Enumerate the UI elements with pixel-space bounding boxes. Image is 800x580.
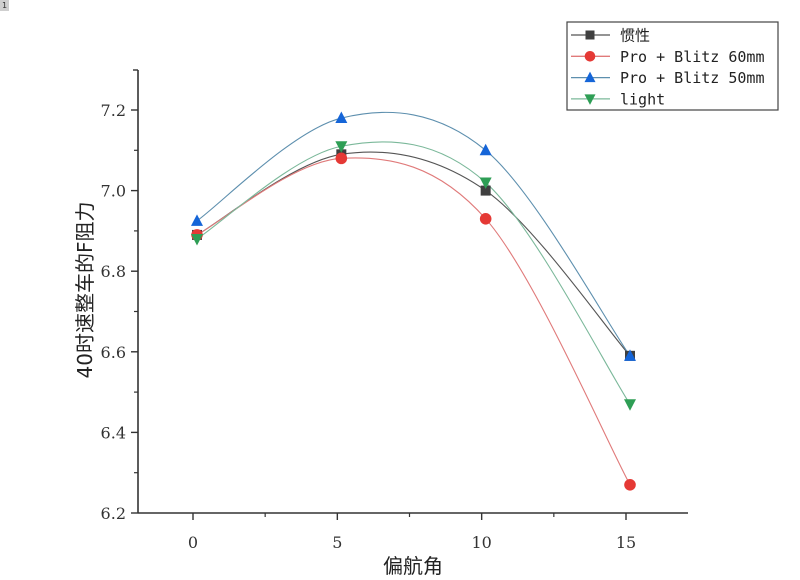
series-curves xyxy=(196,111,631,486)
axes: 6.2 6.4 6.6 6.8 7.0 7.2 0 5 10 15 xyxy=(101,69,688,552)
series-line xyxy=(196,141,631,405)
circle-marker-icon xyxy=(479,213,492,225)
legend-item: Pro + Blitz 60mm xyxy=(571,48,765,66)
legend-label: Pro + Blitz 60mm xyxy=(620,48,765,66)
triangle-up-marker-icon xyxy=(479,143,492,156)
triangle-down-marker-icon xyxy=(335,141,348,153)
legend-box xyxy=(566,21,779,111)
corner-badge: 1 xyxy=(0,0,9,11)
circle-marker-icon xyxy=(584,51,596,62)
x-tick-label: 10 xyxy=(471,533,491,552)
series-line xyxy=(196,157,631,486)
y-axis-title: 40时速整车的F阻力 xyxy=(73,202,97,379)
y-tick-label: 6.8 xyxy=(101,262,126,281)
triangle-down-marker-icon xyxy=(479,177,492,190)
triangle-up-marker-icon xyxy=(624,349,636,361)
triangle-down-marker-icon xyxy=(191,233,203,246)
x-axis-title: 偏航角 xyxy=(383,554,443,578)
series-line xyxy=(196,151,631,357)
x-tick-label: 15 xyxy=(616,533,636,552)
x-tick-label: 0 xyxy=(188,533,198,552)
legend-item: light xyxy=(571,90,665,108)
legend-label: 惯性 xyxy=(620,27,650,45)
x-tick-label: 5 xyxy=(332,533,342,552)
triangle-up-marker-icon xyxy=(191,214,203,226)
triangle-up-marker-icon xyxy=(335,111,348,124)
y-tick-label: 6.6 xyxy=(101,343,126,362)
triangle-down-marker-icon xyxy=(624,399,636,411)
square-marker-icon xyxy=(585,30,595,40)
legend-item: 惯性 xyxy=(571,27,650,45)
legend-item: Pro + Blitz 50mm xyxy=(571,69,765,87)
circle-marker-icon xyxy=(335,152,348,165)
y-tick-label: 7.0 xyxy=(101,182,126,201)
triangle-up-marker-icon xyxy=(584,71,596,83)
y-tick-label: 6.4 xyxy=(101,423,126,442)
circle-marker-icon xyxy=(624,478,636,491)
square-marker-icon xyxy=(480,185,491,196)
triangle-down-marker-icon xyxy=(584,94,596,105)
series-line xyxy=(196,111,631,357)
legend-label: light xyxy=(620,90,665,108)
y-tick-label: 6.2 xyxy=(101,504,126,523)
y-tick-label: 7.2 xyxy=(101,101,126,120)
legend-label: Pro + Blitz 50mm xyxy=(620,69,765,87)
series-markers xyxy=(191,111,636,491)
legend: 惯性 Pro + Blitz 60mm Pro + Blitz 50mm light xyxy=(566,21,779,111)
